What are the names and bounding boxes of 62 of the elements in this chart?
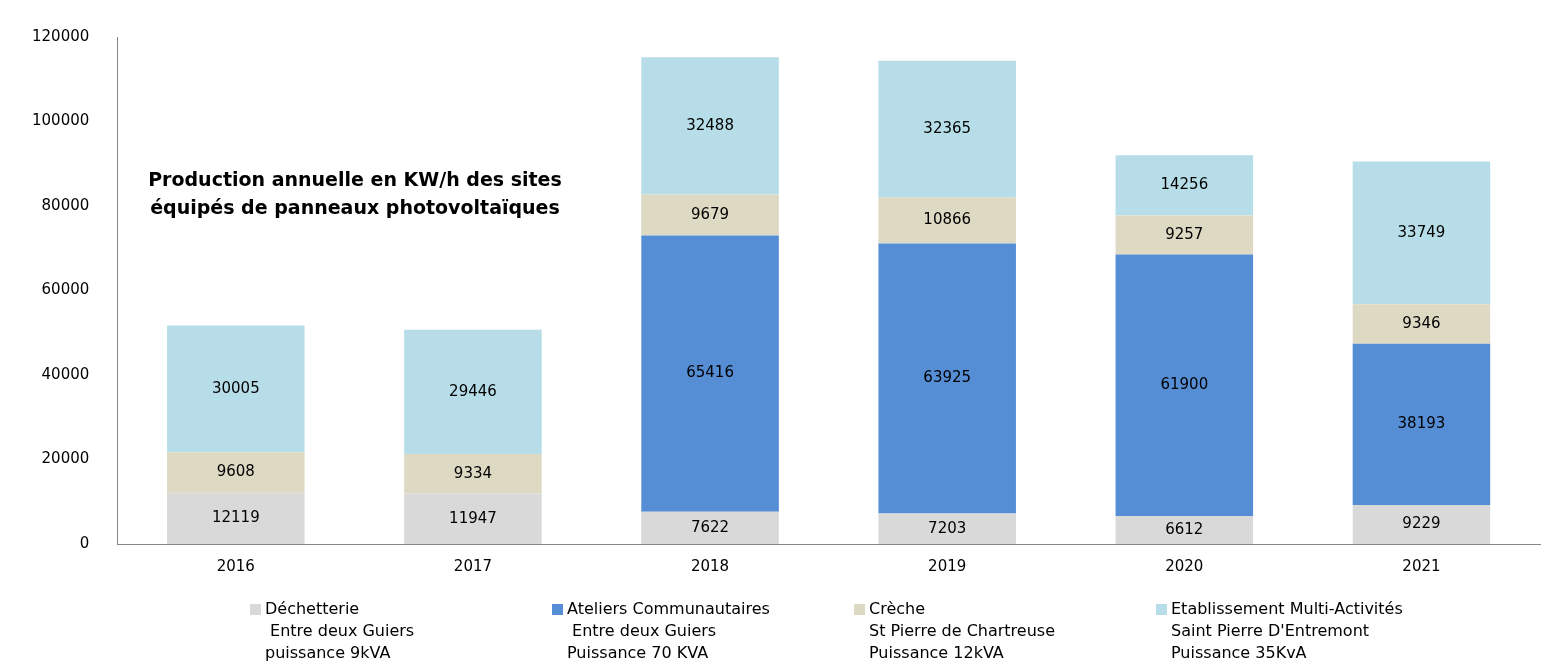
bar [1115, 254, 1254, 517]
data-label: 11947 [449, 508, 497, 527]
bar [878, 513, 1016, 544]
legend-label: Déchetterie Entre deux Guiers puissance 9kVA [265, 598, 415, 664]
bar [878, 243, 1016, 514]
legend-label: Crèche St Pierre de Chartreuse Puissance 12kVA [869, 598, 1055, 664]
x-tick-label: 2018 [690, 556, 730, 575]
x-tick-label: 2016 [216, 556, 255, 575]
text: Production annuelle en KW/h des sites équipés de panneaux photovoltaïques [147, 167, 563, 220]
bar [167, 492, 305, 544]
bar [641, 194, 779, 236]
data-label: 9229 [1402, 514, 1441, 533]
bar [1352, 304, 1491, 344]
bar [878, 197, 1016, 244]
data-label: 32488 [686, 115, 734, 134]
bar [641, 57, 779, 195]
bar [1352, 505, 1491, 544]
bar [1115, 215, 1254, 255]
data-label: 9257 [1165, 224, 1204, 243]
data-label: 65416 [686, 363, 734, 382]
bar [641, 235, 779, 512]
y-tick-label: 60000 [41, 280, 90, 299]
y-tick-label: 80000 [41, 195, 90, 214]
data-label: 9346 [1402, 313, 1441, 332]
data-label: 32365 [923, 119, 972, 138]
x-tick-label: 2017 [453, 556, 493, 575]
y-tick-label: 100000 [32, 111, 90, 130]
data-label: 29446 [449, 381, 497, 400]
data-label: 38193 [1397, 414, 1446, 433]
x-tick-label: 2019 [928, 556, 967, 575]
y-tick-label: 120000 [32, 26, 90, 45]
bar [404, 493, 542, 544]
data-label: 7622 [690, 517, 730, 536]
bar [1352, 343, 1491, 506]
data-label: 9679 [690, 204, 730, 223]
bar [404, 329, 542, 455]
x-tick-label: 2021 [1402, 556, 1441, 575]
bar [878, 60, 1016, 198]
data-label: 9334 [453, 463, 493, 482]
data-label: 7203 [928, 518, 967, 537]
bar [1352, 161, 1491, 305]
y-tick-label: 0 [79, 533, 90, 552]
data-label: 6612 [1165, 519, 1204, 538]
bar [641, 511, 779, 544]
bar [167, 325, 305, 453]
bar [167, 452, 305, 493]
data-label: 12119 [211, 508, 260, 527]
data-label: 63925 [923, 368, 972, 387]
bar [1115, 155, 1254, 216]
data-label: 9608 [216, 462, 255, 481]
y-tick-label: 40000 [41, 364, 90, 383]
data-label: 10866 [923, 210, 972, 229]
bar [1115, 516, 1254, 544]
data-label: 33749 [1397, 222, 1446, 241]
data-label: 14256 [1160, 175, 1209, 194]
legend-label: Etablissement Multi-Activités Saint Pierre D'Entremont Puissance 35KvA [1171, 598, 1403, 664]
bar [404, 454, 542, 494]
data-label: 61900 [1160, 375, 1209, 394]
data-label: 30005 [211, 378, 260, 397]
legend-label: Ateliers Communautaires Entre deux Guiers Puissance 70 KVA [567, 598, 770, 664]
y-tick-label: 20000 [41, 449, 90, 468]
x-tick-label: 2020 [1165, 556, 1204, 575]
